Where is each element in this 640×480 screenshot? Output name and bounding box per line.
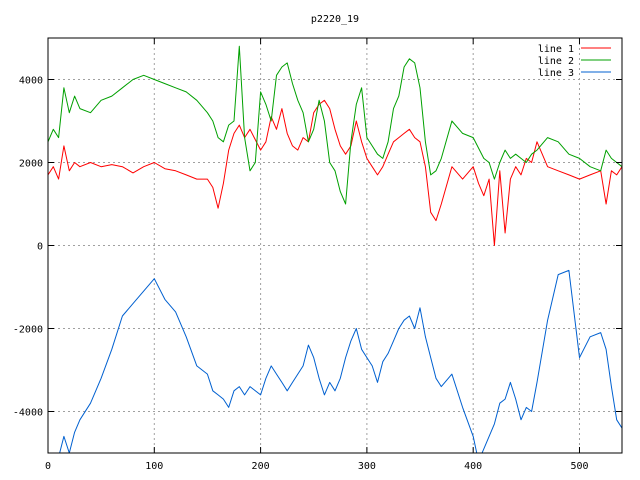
y-tick-label: 4000 xyxy=(19,76,43,87)
x-tick-label: 200 xyxy=(252,461,270,472)
series-line-2 xyxy=(48,45,622,205)
series-line-3 xyxy=(59,269,622,453)
plot-area xyxy=(48,45,622,453)
chart-title: p2220_19 xyxy=(311,14,359,25)
y-tick-label: 0 xyxy=(37,242,43,253)
y-tick-label: -4000 xyxy=(13,408,43,419)
x-tick-label: 0 xyxy=(45,461,51,472)
legend-label: line 3 xyxy=(538,68,574,79)
legend-label: line 2 xyxy=(538,56,574,67)
y-tick-label: -2000 xyxy=(13,325,43,336)
x-tick-label: 500 xyxy=(570,461,588,472)
legend-label: line 1 xyxy=(538,44,574,55)
y-tick-label: 2000 xyxy=(19,159,43,170)
x-tick-label: 400 xyxy=(464,461,482,472)
series-line-1 xyxy=(48,99,622,246)
x-tick-label: 100 xyxy=(145,461,163,472)
axis-ticks: 0 100 200 300 400 500 -4000 -2000 0 2000 4000 xyxy=(13,38,622,472)
x-tick-label: 300 xyxy=(358,461,376,472)
grid xyxy=(48,38,622,453)
